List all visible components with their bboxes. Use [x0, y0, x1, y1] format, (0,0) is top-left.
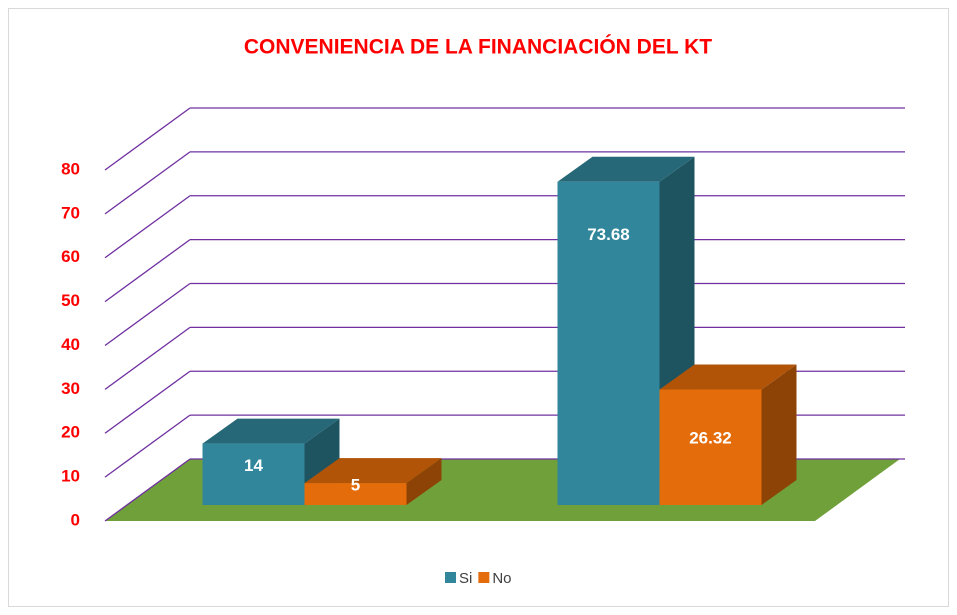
data-label: 73.68: [587, 225, 630, 244]
y-tick-label: 20: [61, 423, 80, 442]
legend-swatch: [478, 572, 490, 583]
data-label: 26.32: [689, 429, 732, 448]
grid-line: [104, 239, 191, 303]
data-label: 14: [244, 456, 263, 475]
grid-line: [104, 326, 191, 390]
y-tick-label: 80: [61, 159, 80, 178]
bar-top: [557, 156, 695, 182]
y-tick-label: 40: [61, 335, 80, 354]
bar-side: [761, 364, 797, 505]
bar-top: [202, 418, 340, 444]
legend-label: No: [492, 570, 511, 587]
bar-top: [659, 364, 797, 390]
y-tick-label: 0: [71, 510, 80, 529]
chart-title: CONVENIENCIA DE LA FINANCIACIÓN DEL KT: [244, 35, 712, 59]
bar: [202, 443, 305, 505]
legend-label: Si: [459, 570, 472, 587]
y-tick-label: 60: [61, 247, 80, 266]
grid-line: [104, 414, 191, 478]
grid-line: [104, 370, 191, 434]
bar: [304, 483, 407, 505]
bar-side: [406, 458, 442, 505]
grid-line: [104, 282, 191, 347]
bar-top: [304, 458, 442, 484]
bar: [659, 389, 762, 505]
y-tick-label: 70: [61, 203, 80, 222]
legend-swatch: [445, 572, 456, 583]
bar: [557, 181, 660, 505]
y-tick-label: 50: [61, 291, 80, 310]
y-tick-label: 10: [61, 467, 80, 486]
grid-line: [104, 107, 191, 171]
grid-line: [104, 195, 191, 259]
y-tick-label: 30: [61, 379, 80, 398]
grid-line: [104, 151, 191, 215]
data-label: 5: [351, 476, 360, 495]
grid-line: [104, 458, 191, 522]
